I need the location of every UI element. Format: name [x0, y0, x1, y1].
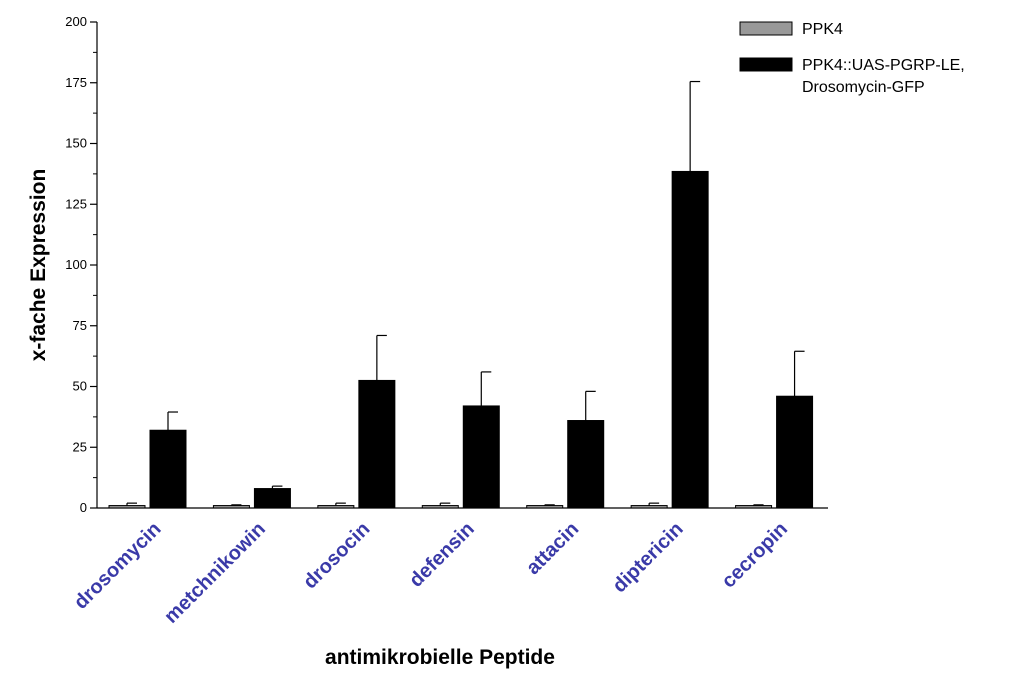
category-label-diptericin: diptericin: [608, 518, 687, 597]
legend: PPK4 PPK4::UAS-PGRP-LE, Drosomycin-GFP: [739, 21, 965, 96]
category-label-attacin: attacin: [522, 518, 583, 579]
bar-ppk4-uas-diptericin: [671, 170, 709, 509]
y-axis-title: x-fache Expression: [27, 169, 50, 362]
bar-ppk4-uas-drosocin: [358, 379, 396, 509]
y-tick-label: 50: [73, 379, 87, 394]
bar-ppk4-uas-cecropin: [776, 395, 814, 509]
legend-swatch-ppk4: [739, 21, 793, 36]
category-label-metchnikowin: metchnikowin: [160, 518, 270, 628]
bar-ppk4-uas-drosomycin: [149, 429, 187, 509]
bar-ppk4-diptericin: [630, 505, 668, 509]
category-label-cecropin: cecropin: [718, 518, 793, 593]
legend-label-ppk4-uas-line1: PPK4::UAS-PGRP-LE,: [802, 57, 965, 74]
bar-ppk4-metchnikowin: [212, 505, 250, 509]
category-label-defensin: defensin: [405, 518, 479, 592]
bar-ppk4-uas-metchnikowin: [253, 488, 291, 509]
y-tick-label: 0: [80, 500, 87, 515]
legend-label-ppk4: PPK4: [802, 21, 843, 38]
x-axis-title: antimikrobielle Peptide: [325, 646, 555, 669]
bars: [108, 80, 814, 509]
category-label-drosocin: drosocin: [299, 518, 374, 593]
y-tick-label: 150: [65, 136, 87, 151]
bar-ppk4-cecropin: [735, 505, 773, 509]
bar-ppk4-defensin: [421, 505, 459, 509]
bar-ppk4-drosocin: [317, 505, 355, 509]
category-label-drosomycin: drosomycin: [70, 518, 166, 614]
y-tick-label: 175: [65, 75, 87, 90]
y-tick-label: 200: [65, 14, 87, 29]
legend-label-ppk4-uas-line2: Drosomycin-GFP: [802, 79, 925, 96]
y-tick-label: 100: [65, 257, 87, 272]
bar-ppk4-uas-attacin: [567, 420, 605, 509]
y-tick-label: 25: [73, 439, 87, 454]
bar-ppk4-attacin: [526, 505, 564, 509]
bar-ppk4-uas-defensin: [462, 405, 500, 509]
legend-swatch-ppk4-uas: [739, 57, 793, 72]
bar-ppk4-drosomycin: [108, 505, 146, 509]
y-tick-label: 125: [65, 196, 87, 211]
y-tick-label: 75: [73, 318, 87, 333]
